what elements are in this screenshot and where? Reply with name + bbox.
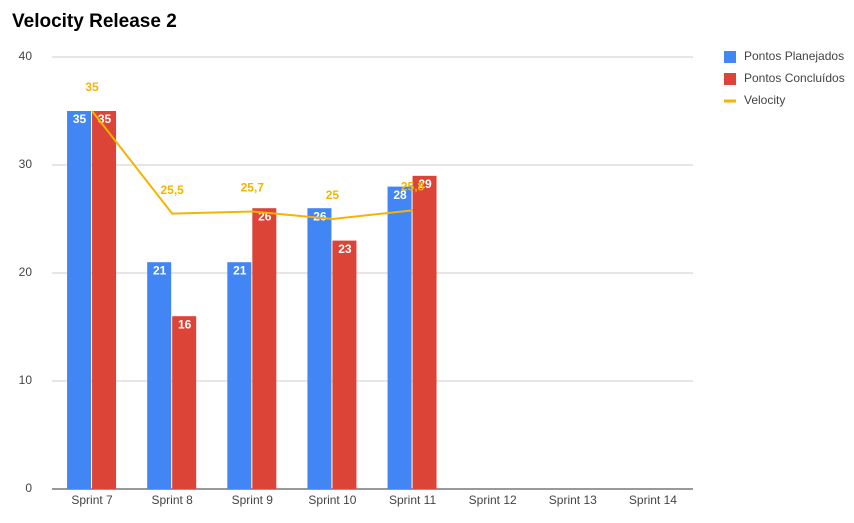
bar-value-label: 21 (153, 263, 167, 277)
bar (252, 208, 277, 489)
bar-value-label: 35 (98, 112, 112, 126)
bar-value-label: 23 (338, 242, 352, 256)
legend-swatch (724, 51, 736, 63)
bar-value-label: 28 (393, 188, 407, 202)
bar (147, 262, 172, 489)
x-tick-label: Sprint 12 (469, 493, 517, 507)
bar-value-label: 16 (178, 317, 192, 331)
x-tick-label: Sprint 11 (389, 493, 436, 507)
bar-value-label: 35 (73, 112, 87, 126)
line-value-label: 25 (326, 188, 340, 202)
legend-swatch (724, 99, 736, 103)
bar (92, 111, 117, 489)
y-tick-label: 20 (19, 265, 33, 279)
line-value-label: 25,5 (161, 183, 185, 197)
x-tick-label: Sprint 9 (232, 493, 274, 507)
legend-label: Velocity (744, 93, 785, 107)
bar (332, 240, 357, 489)
line-value-label: 25,7 (241, 181, 265, 195)
line (91, 110, 413, 221)
chart-title: Velocity Release 2 (12, 11, 177, 32)
bar (307, 208, 332, 489)
x-tick-label: Sprint 7 (71, 493, 113, 507)
bar (412, 175, 437, 490)
x-tick-label: Sprint 14 (629, 493, 677, 507)
y-tick-label: 10 (19, 373, 33, 387)
bar (387, 186, 412, 489)
legend-label: Pontos Concluídos (744, 71, 845, 85)
y-tick-label: 40 (19, 49, 33, 63)
line-value-label: 25,8 (401, 180, 425, 194)
bar-value-label: 21 (233, 263, 247, 277)
y-tick-label: 30 (19, 157, 33, 171)
bar (172, 316, 197, 489)
bar-value-label: 26 (313, 209, 327, 223)
bar (227, 262, 252, 489)
x-tick-label: Sprint 10 (308, 493, 356, 507)
bar-value-label: 29 (418, 177, 432, 191)
y-tick-label: 0 (25, 481, 32, 495)
x-tick-label: Sprint 13 (549, 493, 597, 507)
legend-label: Pontos Planejados (744, 49, 844, 63)
line-value-label: 35 (85, 80, 99, 94)
x-tick-label: Sprint 8 (152, 493, 194, 507)
legend-swatch (724, 73, 736, 85)
bar (67, 111, 92, 489)
